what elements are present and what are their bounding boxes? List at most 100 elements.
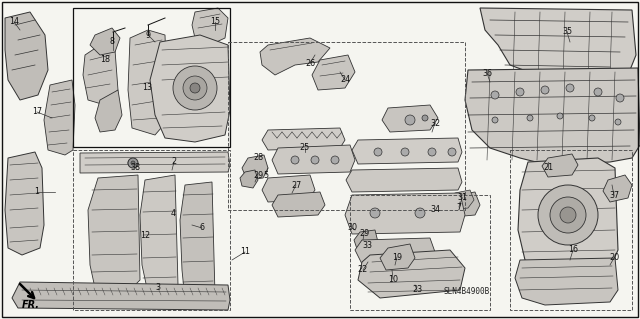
Text: 7: 7 (456, 203, 461, 211)
Text: 34: 34 (430, 205, 440, 214)
Circle shape (589, 115, 595, 121)
Polygon shape (242, 155, 268, 180)
Polygon shape (346, 168, 462, 192)
Text: 12: 12 (140, 232, 150, 241)
Polygon shape (90, 28, 120, 55)
Text: 6: 6 (200, 224, 205, 233)
Circle shape (491, 91, 499, 99)
Text: 16: 16 (568, 246, 578, 255)
Text: 23: 23 (412, 286, 422, 294)
Circle shape (527, 115, 533, 121)
Circle shape (128, 159, 136, 167)
Circle shape (616, 94, 624, 102)
Text: 17: 17 (32, 108, 42, 116)
Circle shape (415, 208, 425, 218)
Polygon shape (180, 182, 215, 303)
Polygon shape (345, 193, 465, 234)
Circle shape (183, 76, 207, 100)
Text: 27: 27 (291, 181, 301, 189)
Text: 15: 15 (210, 18, 220, 26)
Circle shape (422, 115, 428, 121)
Polygon shape (192, 8, 228, 45)
Polygon shape (312, 55, 355, 90)
Circle shape (311, 156, 319, 164)
Polygon shape (5, 12, 48, 100)
Text: 29: 29 (359, 229, 369, 239)
Text: 25: 25 (300, 144, 310, 152)
Text: 35: 35 (562, 27, 572, 36)
Text: 26: 26 (305, 58, 315, 68)
Polygon shape (515, 258, 618, 305)
Polygon shape (480, 8, 636, 85)
Polygon shape (380, 244, 415, 270)
Text: 3: 3 (156, 284, 161, 293)
Text: 5: 5 (264, 170, 269, 180)
Polygon shape (88, 175, 140, 290)
Text: 38: 38 (130, 164, 140, 173)
Polygon shape (382, 105, 438, 132)
Circle shape (128, 158, 138, 168)
Polygon shape (603, 175, 632, 202)
Circle shape (492, 117, 498, 123)
Polygon shape (262, 128, 345, 150)
Polygon shape (240, 170, 258, 188)
Polygon shape (448, 192, 480, 217)
Circle shape (331, 156, 339, 164)
Text: 24: 24 (340, 76, 350, 85)
Circle shape (560, 207, 576, 223)
Circle shape (190, 83, 200, 93)
Polygon shape (95, 90, 122, 132)
Text: FR.: FR. (22, 300, 40, 310)
Polygon shape (262, 175, 315, 202)
Circle shape (401, 148, 409, 156)
Polygon shape (128, 30, 168, 135)
Text: 4: 4 (170, 209, 175, 218)
Text: 18: 18 (100, 56, 110, 64)
Circle shape (516, 88, 524, 96)
Text: 8: 8 (109, 38, 115, 47)
Circle shape (448, 148, 456, 156)
Polygon shape (465, 68, 640, 165)
Circle shape (374, 148, 382, 156)
Circle shape (541, 86, 549, 94)
Polygon shape (5, 152, 44, 255)
Polygon shape (80, 152, 230, 173)
Polygon shape (44, 80, 75, 155)
Text: SLN4B4900B: SLN4B4900B (444, 287, 490, 296)
Polygon shape (358, 250, 465, 298)
Circle shape (428, 148, 436, 156)
Text: 19: 19 (392, 253, 402, 262)
Circle shape (173, 66, 217, 110)
Circle shape (550, 197, 586, 233)
Text: 1: 1 (35, 188, 40, 197)
Circle shape (594, 88, 602, 96)
Bar (350, 195, 490, 310)
Text: 36: 36 (482, 69, 492, 78)
Circle shape (131, 161, 135, 165)
Text: 10: 10 (388, 275, 398, 284)
Circle shape (566, 84, 574, 92)
Circle shape (557, 113, 563, 119)
Text: 31: 31 (457, 194, 467, 203)
Text: 30: 30 (347, 224, 357, 233)
Text: 28: 28 (253, 152, 263, 161)
Polygon shape (12, 282, 230, 310)
Circle shape (538, 185, 598, 245)
Bar (510, 150, 632, 310)
Polygon shape (150, 35, 230, 142)
Polygon shape (518, 158, 618, 275)
Text: 29: 29 (253, 170, 263, 180)
Text: 2: 2 (172, 158, 177, 167)
Polygon shape (272, 145, 355, 174)
Text: 11: 11 (240, 248, 250, 256)
Polygon shape (355, 238, 435, 264)
Text: 9: 9 (145, 31, 150, 40)
Text: 32: 32 (430, 118, 440, 128)
Polygon shape (272, 192, 325, 217)
Polygon shape (352, 138, 462, 164)
Polygon shape (542, 154, 578, 177)
Circle shape (370, 208, 380, 218)
Polygon shape (140, 175, 178, 295)
Polygon shape (428, 202, 454, 222)
Polygon shape (449, 190, 474, 210)
